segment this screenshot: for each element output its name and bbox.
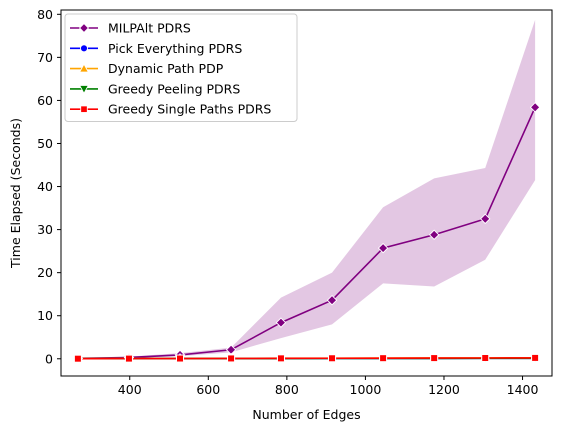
legend-item: Greedy Peeling PDRS bbox=[70, 81, 240, 96]
y-tick-label: 20 bbox=[37, 265, 53, 280]
y-tick-label: 70 bbox=[37, 50, 53, 65]
legend-box bbox=[64, 13, 298, 122]
data-point-marker bbox=[78, 84, 90, 95]
data-point-marker bbox=[479, 213, 491, 225]
legend-item: Dynamic Path PDP bbox=[70, 61, 224, 76]
series-line bbox=[77, 357, 536, 360]
confidence-bands bbox=[77, 19, 536, 359]
data-point-marker bbox=[529, 102, 541, 113]
data-point-marker bbox=[379, 354, 387, 363]
x-tick-label: 1400 bbox=[507, 382, 539, 397]
y-axis-ticks: 0 10 20 30 40 50 60 70 80 bbox=[37, 7, 61, 366]
x-tick-label: 800 bbox=[275, 382, 299, 397]
x-tick-label: 600 bbox=[196, 382, 220, 397]
confidence-band bbox=[77, 19, 536, 359]
y-tick-label: 10 bbox=[37, 308, 53, 323]
data-point-marker bbox=[80, 44, 88, 53]
data-point-marker bbox=[176, 354, 184, 363]
legend-label: Greedy Peeling PDRS bbox=[108, 81, 240, 96]
data-point-marker bbox=[125, 354, 133, 363]
data-point-marker bbox=[328, 354, 336, 363]
legend: MILPAlt PDRS Pick Everything PDRS Dynamic … bbox=[64, 13, 298, 122]
data-point-marker bbox=[78, 22, 90, 34]
legend-label: MILPAlt PDRS bbox=[108, 21, 191, 36]
x-axis-ticks: 400 600 800 1000 1200 1400 bbox=[118, 376, 539, 397]
data-point-marker bbox=[428, 229, 440, 241]
data-point-marker bbox=[481, 354, 490, 362]
legend-label: Dynamic Path PDP bbox=[108, 61, 224, 76]
legend-item: MILPAlt PDRS bbox=[70, 21, 191, 36]
legend-item: Pick Everything PDRS bbox=[70, 41, 242, 56]
x-axis-label: Number of Edges bbox=[252, 407, 360, 422]
plot-area-frame bbox=[60, 9, 553, 377]
data-point-marker bbox=[275, 317, 287, 328]
data-point-marker bbox=[430, 354, 439, 362]
y-tick-label: 0 bbox=[45, 351, 53, 366]
data-point-marker bbox=[227, 354, 235, 363]
data-point-marker bbox=[80, 105, 88, 113]
x-tick-label: 400 bbox=[118, 382, 142, 397]
x-tick-label: 1200 bbox=[428, 382, 460, 397]
y-tick-label: 80 bbox=[37, 7, 53, 22]
y-tick-label: 60 bbox=[37, 93, 53, 108]
data-point-marker bbox=[531, 354, 540, 362]
y-tick-label: 50 bbox=[37, 136, 53, 151]
y-tick-label: 30 bbox=[37, 222, 53, 237]
series-lines bbox=[77, 106, 536, 360]
legend-label: Greedy Single Paths PDRS bbox=[108, 102, 271, 117]
data-point-marker bbox=[78, 63, 90, 73]
data-point-marker bbox=[377, 242, 389, 254]
y-axis-label: Time Elapsed (Seconds) bbox=[8, 118, 23, 269]
data-point-marker bbox=[73, 354, 82, 363]
y-tick-label: 40 bbox=[37, 179, 53, 194]
legend-label: Pick Everything PDRS bbox=[108, 41, 242, 56]
data-point-marker bbox=[326, 294, 338, 306]
series-markers bbox=[72, 102, 541, 365]
legend-item: Greedy Single Paths PDRS bbox=[70, 102, 271, 117]
x-tick-label: 1000 bbox=[350, 382, 382, 397]
data-point-marker bbox=[277, 354, 285, 363]
series-line bbox=[77, 106, 536, 360]
